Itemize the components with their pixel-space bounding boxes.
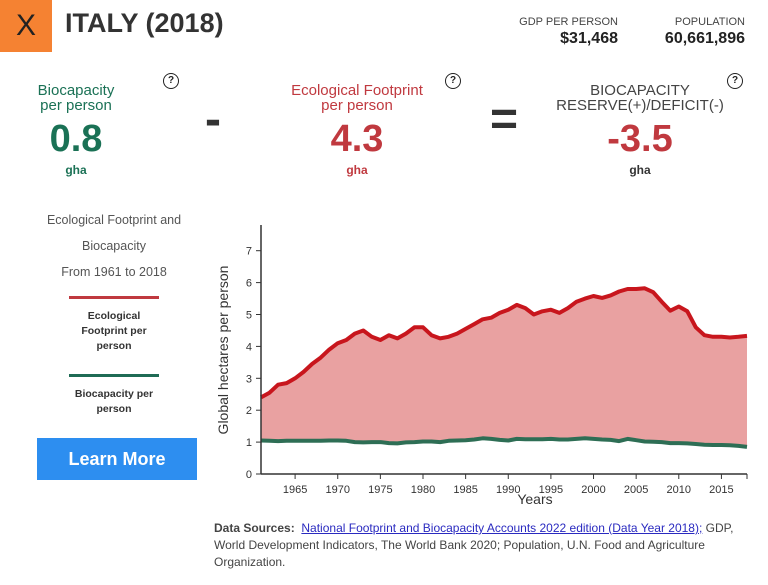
side-title-line2: Biocapacity [82, 239, 146, 253]
legend-footprint-swatch [69, 296, 159, 299]
y-tick-label: 6 [246, 278, 252, 290]
biocapacity-line [260, 436, 748, 449]
gdp-label: GDP PER PERSON [519, 16, 618, 28]
minus-operator: - [205, 93, 221, 146]
y-axis-label: Global hectares per person [215, 266, 231, 435]
footprint-label1: Ecological Footprint [291, 82, 423, 99]
x-tick-label: 2015 [709, 484, 733, 496]
legend-footprint: Ecological Footprint per person [20, 296, 208, 354]
data-sources: Data Sources: National Footprint and Bio… [214, 520, 744, 571]
x-axis-label: Years [517, 491, 552, 507]
biocapacity-label1: Biocapacity [37, 82, 115, 99]
equals-operator: = [490, 93, 519, 146]
biocapacity-unit: gha [65, 163, 87, 177]
reserve-label1: BIOCAPACITY [590, 82, 690, 99]
close-button[interactable]: X [0, 0, 52, 52]
y-tick-label: 3 [246, 373, 252, 385]
population-label: POPULATION [674, 16, 745, 28]
population-stat: POPULATION 60,661,896 [630, 16, 745, 48]
learn-more-button[interactable]: Learn More [37, 438, 197, 480]
legend-biocapacity: Biocapacity per person [20, 374, 208, 417]
help-icon[interactable]: ? [163, 73, 179, 89]
footprint-biocapacity-chart: 0 1 2 3 4 5 6 7 1965 1970 1975 1980 1985 1990 1995 2000… [215, 225, 748, 507]
biocapacity-label2: per person [40, 97, 112, 114]
x-tick-label: 1965 [283, 484, 307, 496]
deficit-area [261, 288, 747, 447]
biocapacity-value: 0.8 [49, 118, 103, 160]
biocapacity-metric: Biocapacity per person 0.8 gha [0, 83, 161, 177]
reserve-value: -3.5 [607, 118, 673, 160]
x-tick-label: 1990 [496, 484, 520, 496]
legend-biocapacity-label: Biocapacity per person [74, 388, 154, 415]
x-tick-label: 2000 [581, 484, 605, 496]
y-tick-label: 4 [246, 341, 252, 353]
y-tick-label: 0 [246, 469, 252, 481]
reserve-label2: RESERVE(+)/DEFICIT(-) [556, 97, 724, 114]
y-tick-label: 2 [246, 405, 252, 417]
population-value: 60,661,896 [664, 30, 745, 47]
x-tick-label: 2005 [624, 484, 648, 496]
side-title-line3: From 1961 to 2018 [61, 265, 167, 279]
footprint-label2: per person [321, 97, 393, 114]
x-tick-label: 1985 [453, 484, 477, 496]
nfa-link[interactable]: National Footprint and Biocapacity Accou… [301, 521, 703, 535]
reserve-metric: BIOCAPACITY RESERVE(+)/DEFICIT(-) -3.5 g… [555, 83, 725, 177]
gdp-value: $31,468 [560, 30, 618, 47]
legend-footprint-label: Ecological Footprint per person [81, 310, 147, 352]
footprint-metric: Ecological Footprint per person 4.3 gha [272, 83, 442, 177]
y-tick-label: 1 [246, 437, 252, 449]
legend-biocapacity-swatch [69, 374, 159, 377]
help-icon[interactable]: ? [727, 73, 743, 89]
chart-side-title: Ecological Footprint and Biocapacity Fro… [20, 207, 208, 285]
x-tick-label: 1970 [325, 484, 349, 496]
help-icon[interactable]: ? [445, 73, 461, 89]
data-sources-label: Data Sources: [214, 521, 295, 535]
data-sources-rest: GDP, World Development Indicators, The W… [214, 521, 734, 569]
footprint-line [260, 286, 748, 400]
y-tick-label: 5 [246, 310, 252, 322]
gdp-stat: GDP PER PERSON $31,468 [500, 16, 618, 48]
page-title: ITALY (2018) [65, 8, 224, 38]
x-tick-label: 1995 [539, 484, 563, 496]
x-tick-label: 2010 [667, 484, 691, 496]
reserve-unit: gha [629, 163, 651, 177]
x-tick-label: 1975 [368, 484, 392, 496]
y-tick-label: 7 [246, 246, 252, 258]
side-title-line1: Ecological Footprint and [46, 213, 182, 227]
x-tick-label: 1980 [411, 484, 435, 496]
footprint-unit: gha [346, 163, 368, 177]
footprint-value: 4.3 [330, 118, 384, 160]
